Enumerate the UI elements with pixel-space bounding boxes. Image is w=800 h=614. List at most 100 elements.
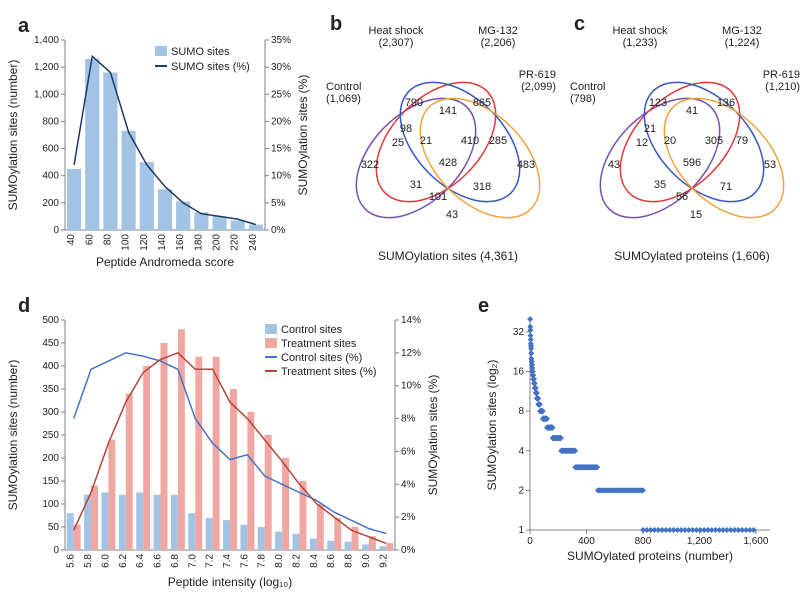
- svg-text:0: 0: [53, 545, 59, 556]
- svg-text:400: 400: [578, 536, 595, 547]
- bar: [67, 169, 81, 230]
- svg-text:PR-619: PR-619: [519, 69, 556, 81]
- svg-text:SUMOylation sites (log₂): SUMOylation sites (log₂): [485, 360, 499, 491]
- svg-text:10%: 10%: [271, 171, 291, 182]
- bar: [122, 131, 136, 230]
- svg-text:300: 300: [42, 407, 59, 418]
- svg-text:428: 428: [439, 157, 457, 169]
- svg-text:21: 21: [420, 135, 432, 147]
- svg-text:b: b: [330, 13, 342, 35]
- svg-text:25: 25: [392, 137, 404, 149]
- svg-text:9.2: 9.2: [378, 554, 389, 568]
- svg-text:32: 32: [513, 327, 525, 338]
- svg-text:79: 79: [736, 135, 748, 147]
- svg-text:e: e: [478, 295, 489, 317]
- bar: [140, 162, 154, 230]
- svg-text:1,000: 1,000: [34, 89, 59, 100]
- svg-text:141: 141: [439, 105, 457, 117]
- figure-root: a02004006008001,0001,2001,4000%5%10%15%2…: [0, 0, 800, 614]
- svg-text:31: 31: [410, 179, 422, 191]
- svg-text:250: 250: [42, 430, 59, 441]
- svg-text:100: 100: [42, 499, 59, 510]
- svg-text:d: d: [18, 295, 30, 317]
- svg-text:7.4: 7.4: [222, 554, 233, 568]
- svg-text:400: 400: [42, 171, 59, 182]
- svg-text:SUMO sites: SUMO sites: [171, 46, 230, 58]
- svg-text:SUMOylation sites (number): SUMOylation sites (number): [6, 60, 20, 211]
- svg-text:150: 150: [42, 476, 59, 487]
- svg-text:350: 350: [42, 384, 59, 395]
- svg-text:1,200: 1,200: [687, 536, 712, 547]
- svg-text:140: 140: [157, 234, 168, 251]
- svg-text:790: 790: [405, 97, 423, 109]
- svg-text:20: 20: [664, 135, 676, 147]
- svg-text:15: 15: [690, 209, 702, 221]
- svg-text:6%: 6%: [401, 446, 416, 457]
- svg-text:8.4: 8.4: [309, 554, 320, 568]
- svg-text:80: 80: [102, 234, 113, 246]
- svg-text:1,200: 1,200: [34, 62, 59, 73]
- svg-text:a: a: [18, 15, 30, 37]
- svg-text:PR-619: PR-619: [763, 69, 800, 81]
- svg-text:SUMOylation sites (4,361): SUMOylation sites (4,361): [378, 249, 518, 263]
- svg-text:SUMOylated proteins (number): SUMOylated proteins (number): [567, 549, 733, 563]
- svg-text:25%: 25%: [271, 89, 291, 100]
- bar: [103, 73, 117, 230]
- svg-text:20%: 20%: [271, 116, 291, 127]
- svg-text:43: 43: [446, 209, 458, 221]
- svg-text:136: 136: [717, 97, 735, 109]
- svg-text:SUMOylated proteins (1,606): SUMOylated proteins (1,606): [614, 249, 769, 263]
- svg-text:483: 483: [517, 159, 535, 171]
- svg-text:500: 500: [42, 315, 59, 326]
- svg-text:101: 101: [429, 191, 447, 203]
- svg-text:5.6: 5.6: [66, 554, 77, 568]
- svg-text:(1,069): (1,069): [326, 93, 361, 105]
- svg-text:322: 322: [361, 159, 379, 171]
- svg-text:SUMOylation sites (%): SUMOylation sites (%): [426, 375, 440, 496]
- svg-text:0: 0: [53, 225, 59, 236]
- svg-text:(1,233): (1,233): [623, 37, 658, 49]
- svg-text:14%: 14%: [401, 315, 421, 326]
- svg-text:4: 4: [518, 446, 524, 457]
- svg-text:0: 0: [527, 536, 533, 547]
- svg-text:43: 43: [608, 159, 620, 171]
- svg-text:SUMOylation sites (%): SUMOylation sites (%): [296, 75, 310, 196]
- svg-text:41: 41: [686, 105, 698, 117]
- svg-text:200: 200: [212, 234, 223, 251]
- svg-text:12%: 12%: [401, 348, 421, 359]
- svg-text:1: 1: [518, 525, 524, 536]
- svg-text:71: 71: [720, 181, 732, 193]
- svg-text:Control: Control: [570, 81, 605, 93]
- svg-text:8: 8: [518, 406, 524, 417]
- svg-text:800: 800: [42, 116, 59, 127]
- svg-text:6.0: 6.0: [100, 554, 111, 568]
- svg-text:8%: 8%: [401, 414, 416, 425]
- svg-text:Control sites: Control sites: [281, 324, 343, 336]
- svg-text:Heat shock: Heat shock: [612, 25, 668, 37]
- svg-text:7.0: 7.0: [187, 554, 198, 568]
- bar: [158, 189, 172, 230]
- svg-text:30%: 30%: [271, 62, 291, 73]
- svg-text:98: 98: [400, 123, 412, 135]
- svg-text:180: 180: [193, 234, 204, 251]
- svg-text:6.4: 6.4: [135, 554, 146, 568]
- svg-text:MG-132: MG-132: [722, 25, 762, 37]
- svg-text:6.8: 6.8: [170, 554, 181, 568]
- svg-text:2%: 2%: [401, 512, 416, 523]
- svg-text:8.2: 8.2: [291, 554, 302, 568]
- svg-text:220: 220: [230, 234, 241, 251]
- svg-text:50: 50: [48, 522, 60, 533]
- svg-text:1,400: 1,400: [34, 35, 59, 46]
- svg-text:450: 450: [42, 338, 59, 349]
- bar: [249, 225, 263, 230]
- svg-text:Control sites (%): Control sites (%): [281, 352, 362, 364]
- svg-text:200: 200: [42, 453, 59, 464]
- svg-text:5.8: 5.8: [83, 554, 94, 568]
- svg-text:9.0: 9.0: [361, 554, 372, 568]
- svg-text:53: 53: [764, 159, 776, 171]
- svg-text:6.2: 6.2: [118, 554, 129, 568]
- svg-text:400: 400: [42, 361, 59, 372]
- svg-text:5%: 5%: [271, 198, 286, 209]
- bar: [231, 221, 245, 231]
- svg-text:(2,099): (2,099): [521, 81, 556, 93]
